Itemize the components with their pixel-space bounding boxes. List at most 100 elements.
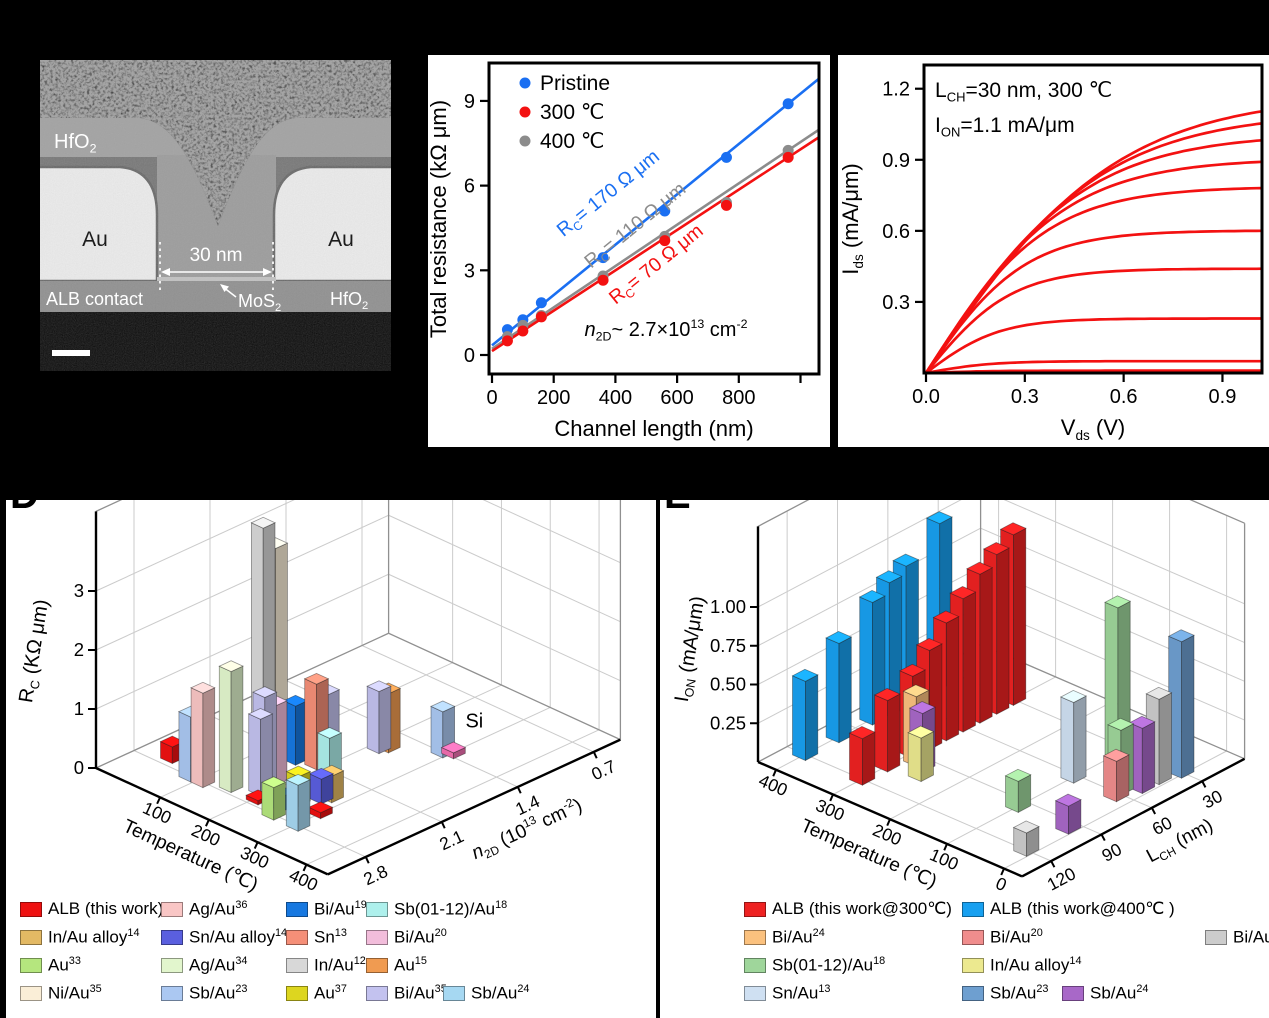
x-tick bbox=[205, 819, 210, 827]
x-axis bbox=[95, 766, 329, 876]
tem-grain-overlay bbox=[40, 60, 391, 371]
wall-grid-line bbox=[95, 514, 389, 651]
bar-3d bbox=[1012, 820, 1040, 834]
bar-3d bbox=[250, 516, 276, 529]
si-annotation: Si bbox=[465, 710, 483, 732]
bar-3d bbox=[945, 615, 960, 742]
tlm-legend-marker bbox=[519, 77, 531, 89]
output-x-axis-title: Vds (V) bbox=[1061, 415, 1126, 443]
output-y-tick-label: 1.2 bbox=[882, 79, 910, 101]
tlm-data-point bbox=[659, 205, 671, 217]
output-y-tick-label: 0.9 bbox=[882, 150, 910, 172]
tlm-y-tick-label: 9 bbox=[464, 91, 475, 113]
wall-top-edge bbox=[1189, 500, 1245, 524]
tem-mos2-arrow-head-icon bbox=[220, 284, 229, 292]
output-axis-frame bbox=[922, 63, 1264, 375]
bar-3d bbox=[996, 547, 1010, 715]
x-tick bbox=[829, 794, 834, 802]
tlm-legend-marker bbox=[519, 135, 531, 147]
bar-3d bbox=[932, 610, 960, 624]
bar-3d bbox=[1060, 696, 1075, 784]
bar-3d bbox=[430, 705, 444, 759]
bar-3d bbox=[218, 660, 244, 673]
floor-grid-line bbox=[306, 729, 600, 866]
bar-3d bbox=[982, 542, 1010, 556]
bar-3d bbox=[1059, 689, 1088, 703]
bar-3d bbox=[873, 687, 901, 702]
bar-3d bbox=[1054, 793, 1082, 807]
tem-label-hfo2-top: HfO2 bbox=[54, 131, 97, 155]
tem-label-channel-width: 30 nm bbox=[190, 245, 243, 266]
y-tick bbox=[440, 821, 446, 829]
z-tick-label: 2 bbox=[74, 639, 84, 660]
bar-3d bbox=[202, 687, 216, 789]
wall-grid-line bbox=[95, 500, 295, 592]
output-ids-curve bbox=[924, 138, 1263, 374]
bar-3d bbox=[949, 586, 977, 600]
output-y-tick-label: 0.6 bbox=[882, 221, 910, 243]
z-tick-label: 0.25 bbox=[710, 712, 746, 733]
bar-3d bbox=[848, 726, 876, 740]
tem-arrow-right-head-icon bbox=[263, 268, 272, 276]
output-ids-curve bbox=[924, 109, 1263, 374]
output-y-axis-title: Ids (mA/μm) bbox=[838, 163, 866, 274]
tlm-legend-label: 400 ℃ bbox=[540, 130, 604, 153]
output-annotation-ion: ION=1.1 mA/μm bbox=[935, 114, 1075, 140]
bar-3d bbox=[907, 725, 935, 739]
bar-3d bbox=[804, 674, 819, 762]
bar-3d bbox=[898, 663, 927, 677]
bar-3d bbox=[838, 636, 852, 744]
tem-label-alb-contact: ALB contact bbox=[46, 289, 143, 309]
panel-label-e: E bbox=[664, 500, 691, 515]
x-tick bbox=[943, 843, 948, 851]
x-tick bbox=[886, 818, 891, 827]
x-tick bbox=[253, 841, 259, 849]
x-tick bbox=[156, 796, 161, 805]
x-tick bbox=[1000, 868, 1005, 876]
tlm-x-tick-label: 600 bbox=[660, 387, 693, 409]
bar-3d bbox=[999, 522, 1027, 536]
y-tick bbox=[1050, 860, 1056, 868]
bar-3d bbox=[915, 637, 943, 651]
bar-3d bbox=[247, 708, 274, 720]
y-tick bbox=[516, 786, 522, 794]
panel-tlm-plot: RC= 170 Ω μm RC= 70 Ω μm RC= 110 Ω μm n2D~ … bbox=[428, 55, 830, 447]
tlm-x-tick-label: 800 bbox=[722, 387, 755, 409]
tlm-data-point bbox=[597, 274, 609, 286]
tlm-fit-line bbox=[491, 128, 820, 350]
tem-micrograph-image: HfO2 Au Au 30 nm ALB contact MoS2 HfO2 bbox=[40, 60, 391, 371]
tem-label-mos2: MoS2 bbox=[238, 291, 281, 314]
bar-3d bbox=[859, 596, 873, 726]
bar-3d bbox=[273, 781, 286, 821]
x-tick bbox=[302, 864, 308, 872]
output-x-tick-label: 0.6 bbox=[1110, 386, 1138, 408]
x-tick bbox=[772, 769, 777, 777]
tem-label-au-right: Au bbox=[328, 228, 354, 251]
bar-3d bbox=[861, 731, 876, 786]
y-tick-label: 120 bbox=[1044, 863, 1079, 894]
bar-3d bbox=[1116, 754, 1130, 803]
output-x-tick-label: 0.9 bbox=[1209, 386, 1237, 408]
bar-3d bbox=[966, 561, 994, 575]
bar-3d bbox=[925, 511, 953, 525]
bar-3d bbox=[962, 591, 976, 733]
wall-grid-line bbox=[482, 500, 621, 564]
tlm-y-tick-label: 3 bbox=[464, 260, 475, 282]
bar-3d bbox=[1004, 768, 1032, 782]
bar-3d bbox=[792, 675, 806, 762]
tlm-data-point bbox=[517, 325, 529, 337]
bar-3d bbox=[1181, 634, 1195, 779]
tem-label-au-left: Au bbox=[82, 228, 108, 251]
bar-3d bbox=[874, 694, 889, 773]
wall-grid-line bbox=[1003, 500, 1245, 605]
tlm-data-point bbox=[535, 311, 547, 323]
y-tick bbox=[1201, 780, 1207, 788]
bar-3d bbox=[285, 779, 299, 832]
bar-3d bbox=[248, 713, 261, 797]
bar-3d bbox=[308, 767, 335, 780]
y-tick-label: 90 bbox=[1098, 839, 1125, 866]
